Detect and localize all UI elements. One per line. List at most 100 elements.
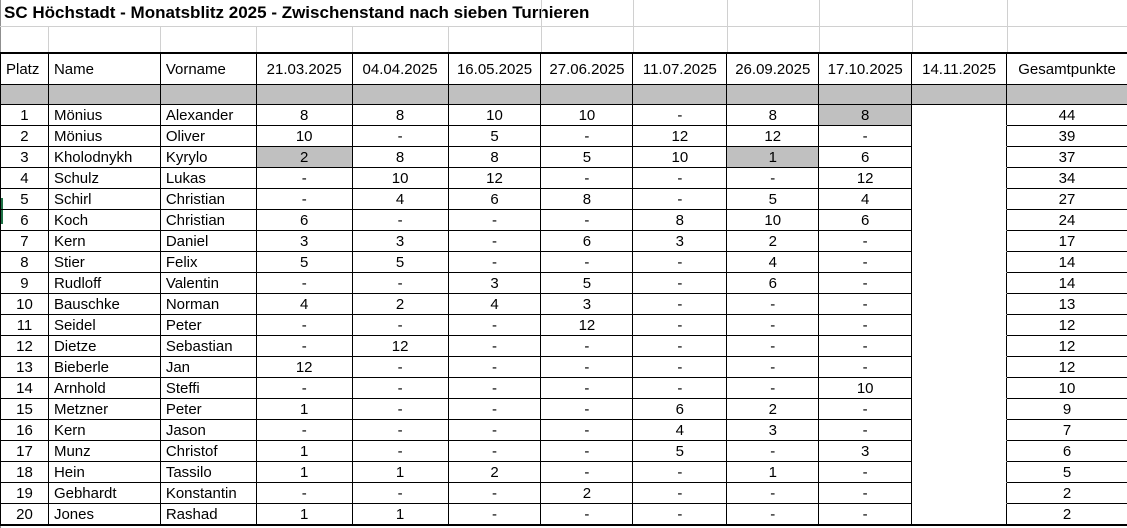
score-cell[interactable]: - [633, 189, 728, 210]
firstname-cell[interactable]: Norman [160, 294, 257, 315]
score-cell[interactable]: - [727, 504, 820, 526]
score-cell[interactable]: 3 [541, 294, 634, 315]
name-cell[interactable]: Bieberle [48, 357, 161, 378]
score-cell[interactable]: 8 [819, 105, 913, 126]
spacer-cell[interactable] [256, 85, 353, 105]
rank-cell[interactable]: 7 [1, 231, 49, 252]
column-header-vorname[interactable]: Vorname [160, 54, 257, 85]
rank-cell[interactable]: 4 [1, 168, 49, 189]
rank-cell[interactable]: 10 [1, 294, 49, 315]
score-cell[interactable]: 4 [352, 189, 449, 210]
score-cell[interactable]: - [352, 273, 449, 294]
score-cell[interactable]: 5 [352, 252, 449, 273]
score-cell[interactable]: - [633, 105, 728, 126]
score-cell[interactable]: - [819, 483, 913, 504]
total-cell[interactable]: 2 [1007, 504, 1127, 526]
score-cell[interactable]: - [819, 273, 913, 294]
name-cell[interactable]: Mönius [48, 105, 161, 126]
total-cell[interactable]: 5 [1007, 462, 1127, 483]
score-cell[interactable]: 10 [448, 105, 542, 126]
column-header-platz[interactable]: Platz [1, 54, 49, 85]
score-cell[interactable] [912, 462, 1008, 483]
score-cell[interactable]: 12 [541, 315, 634, 336]
score-cell[interactable] [912, 483, 1008, 504]
score-cell[interactable]: - [256, 483, 353, 504]
score-cell[interactable]: - [727, 336, 820, 357]
firstname-cell[interactable]: Sebastian [160, 336, 257, 357]
spacer-cell[interactable] [633, 85, 728, 105]
firstname-cell[interactable]: Felix [160, 252, 257, 273]
spacer-cell[interactable] [912, 85, 1008, 105]
spacer-cell[interactable] [352, 85, 449, 105]
name-cell[interactable]: Hein [48, 462, 161, 483]
rank-cell[interactable]: 16 [1, 420, 49, 441]
column-header-04-04-2025[interactable]: 04.04.2025 [352, 54, 449, 85]
score-cell[interactable]: - [448, 252, 542, 273]
rank-cell[interactable]: 20 [1, 504, 49, 526]
score-cell[interactable]: 6 [727, 273, 820, 294]
score-cell[interactable]: - [448, 210, 542, 231]
score-cell[interactable]: 2 [352, 294, 449, 315]
score-cell[interactable]: - [541, 168, 634, 189]
rank-cell[interactable]: 3 [1, 147, 49, 168]
name-cell[interactable]: Kern [48, 420, 161, 441]
score-cell[interactable]: 1 [256, 462, 353, 483]
score-cell[interactable]: - [633, 462, 728, 483]
score-cell[interactable]: 3 [256, 231, 353, 252]
score-cell[interactable]: - [352, 210, 449, 231]
score-cell[interactable]: 5 [633, 441, 728, 462]
score-cell[interactable]: 1 [352, 504, 449, 526]
name-cell[interactable]: Munz [48, 441, 161, 462]
total-cell[interactable]: 44 [1007, 105, 1127, 126]
score-cell[interactable]: - [541, 462, 634, 483]
score-cell[interactable]: - [448, 399, 542, 420]
total-cell[interactable]: 17 [1007, 231, 1127, 252]
score-cell[interactable]: 5 [727, 189, 820, 210]
score-cell[interactable] [912, 189, 1008, 210]
firstname-cell[interactable]: Oliver [160, 126, 257, 147]
score-cell[interactable]: 10 [256, 126, 353, 147]
name-cell[interactable]: Kern [48, 231, 161, 252]
name-cell[interactable]: Jones [48, 504, 161, 526]
total-cell[interactable]: 39 [1007, 126, 1127, 147]
firstname-cell[interactable]: Christian [160, 189, 257, 210]
score-cell[interactable]: - [541, 420, 634, 441]
score-cell[interactable]: - [256, 336, 353, 357]
score-cell[interactable] [912, 105, 1008, 126]
score-cell[interactable]: 12 [448, 168, 542, 189]
score-cell[interactable]: - [727, 441, 820, 462]
score-cell[interactable]: - [256, 315, 353, 336]
total-cell[interactable]: 9 [1007, 399, 1127, 420]
column-header-14-11-2025[interactable]: 14.11.2025 [912, 54, 1008, 85]
score-cell[interactable]: - [633, 336, 728, 357]
total-cell[interactable]: 12 [1007, 315, 1127, 336]
score-cell[interactable]: - [727, 378, 820, 399]
score-cell[interactable]: 12 [727, 126, 820, 147]
name-cell[interactable]: Stier [48, 252, 161, 273]
score-cell[interactable]: 4 [819, 189, 913, 210]
rank-cell[interactable]: 9 [1, 273, 49, 294]
score-cell[interactable] [912, 504, 1008, 526]
score-cell[interactable]: 10 [633, 147, 728, 168]
score-cell[interactable]: - [819, 126, 913, 147]
name-cell[interactable]: Mönius [48, 126, 161, 147]
firstname-cell[interactable]: Jan [160, 357, 257, 378]
score-cell[interactable]: - [727, 483, 820, 504]
rank-cell[interactable]: 14 [1, 378, 49, 399]
total-cell[interactable]: 13 [1007, 294, 1127, 315]
firstname-cell[interactable]: Steffi [160, 378, 257, 399]
score-cell[interactable]: 8 [352, 147, 449, 168]
score-cell[interactable]: 8 [352, 105, 449, 126]
score-cell[interactable] [912, 147, 1008, 168]
score-cell[interactable]: - [819, 231, 913, 252]
score-cell[interactable]: 5 [256, 252, 353, 273]
firstname-cell[interactable]: Daniel [160, 231, 257, 252]
score-cell[interactable]: - [633, 168, 728, 189]
score-cell[interactable] [912, 273, 1008, 294]
score-cell[interactable]: 12 [256, 357, 353, 378]
score-cell[interactable]: 4 [256, 294, 353, 315]
score-cell[interactable]: - [633, 504, 728, 526]
score-cell[interactable]: - [256, 189, 353, 210]
score-cell[interactable]: - [256, 273, 353, 294]
total-cell[interactable]: 14 [1007, 273, 1127, 294]
